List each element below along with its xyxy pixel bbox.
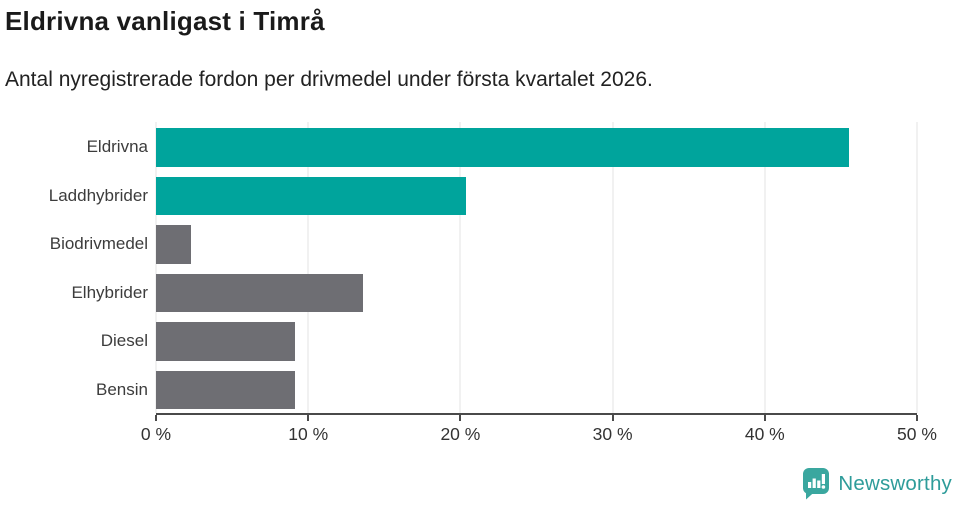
bar-diesel [156, 322, 295, 361]
x-tick-label: 10 % [288, 424, 329, 444]
bar-eldrivna [156, 128, 849, 167]
x-axis-tick [459, 415, 462, 421]
x-gridline [612, 122, 614, 413]
newsworthy-brand-label: Newsworthy [838, 471, 952, 495]
x-gridline [764, 122, 766, 413]
x-axis-tick [916, 415, 918, 421]
newsworthy-brand: Newsworthy [800, 467, 952, 500]
bar-bensin [156, 370, 295, 409]
x-gridline [916, 122, 918, 413]
x-axis-line [156, 413, 917, 415]
bar-laddhybrider [156, 176, 467, 215]
x-axis-tick [307, 415, 310, 421]
bar-chart-plot-area: 0 % 10 % 20 % 30 % 40 % 50 % Eldrivna Laddhybri… [49, 122, 937, 444]
x-tick-label: 20 % [440, 424, 481, 444]
bar-biodrivmedel [156, 225, 191, 264]
x-gridline [307, 122, 309, 413]
category-label-elhybrider: Elhybrider [71, 282, 148, 302]
x-tick-label: 50 % [897, 424, 937, 444]
x-axis-tick [611, 415, 614, 421]
category-label-laddhybrider: Laddhybrider [48, 185, 148, 205]
x-tick-label: 30 % [592, 424, 633, 444]
category-label-bensin: Bensin [96, 379, 148, 399]
x-gridline [155, 122, 157, 413]
x-axis-tick [763, 415, 766, 421]
x-axis-tick [155, 415, 157, 421]
chart-title: Eldrivna vanligast i Timrå [5, 6, 325, 36]
bar-elhybrider [156, 273, 363, 312]
chart-subtitle: Antal nyregistrerade fordon per drivmede… [5, 68, 653, 91]
category-label-biodrivmedel: Biodrivmedel [49, 234, 148, 254]
category-label-eldrivna: Eldrivna [86, 137, 148, 157]
x-tick-label: 0 % [140, 424, 172, 444]
x-tick-label: 40 % [744, 424, 785, 444]
newsworthy-chart-bubble-icon [803, 468, 830, 500]
category-label-diesel: Diesel [100, 331, 148, 351]
x-gridline [459, 122, 461, 413]
